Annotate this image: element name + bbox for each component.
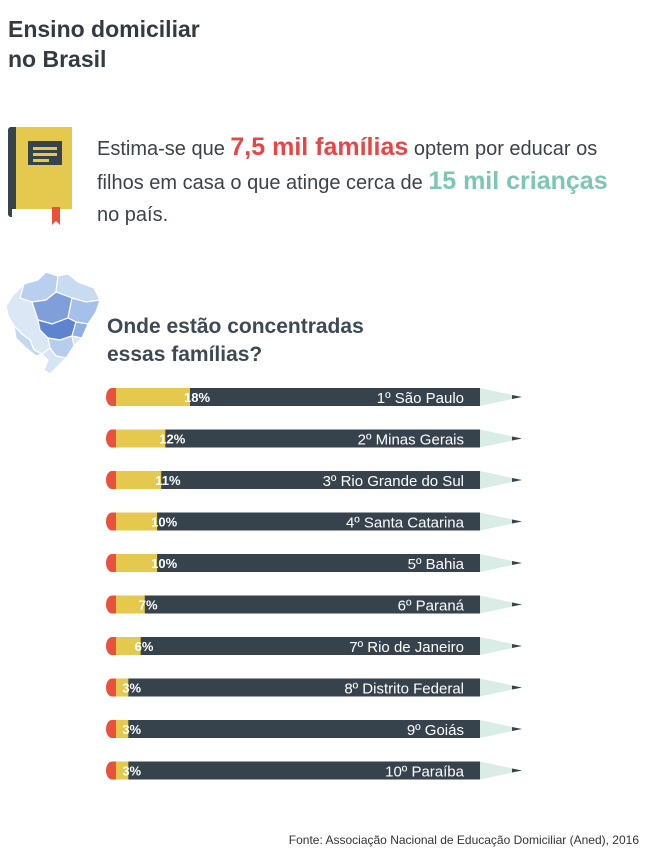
bar-value-fill — [116, 554, 158, 572]
category-label: 5º Bahia — [408, 556, 465, 573]
value-label: 18% — [184, 390, 210, 405]
pencil-eraser — [106, 678, 116, 697]
pencil-point — [512, 685, 522, 690]
pencil-eraser — [106, 637, 116, 655]
pencil-body — [116, 429, 480, 448]
pencil-body — [116, 637, 480, 655]
value-label: 3% — [122, 722, 141, 737]
pencil-tip — [480, 761, 522, 780]
value-label: 11% — [155, 473, 181, 488]
pencil-body — [116, 761, 480, 780]
category-label: 3º Rio Grande do Sul — [323, 473, 464, 490]
children-highlight: 15 mil crianças — [428, 167, 608, 195]
pencil-point — [512, 395, 522, 399]
pencil-eraser — [106, 429, 116, 448]
pencil-body — [116, 471, 480, 489]
intro-part-2: optem por educar os filhos em casa o que… — [97, 138, 598, 194]
bar-value-fill — [116, 761, 129, 780]
pencil-body — [116, 388, 480, 406]
bar-value-fill — [116, 720, 129, 738]
brazil-map-icon — [5, 271, 101, 375]
value-label: 10% — [151, 556, 177, 571]
intro-part-1: Estima-se que — [97, 138, 231, 160]
category-label: 2º Minas Gerais — [358, 432, 464, 449]
pencil-tip — [480, 429, 522, 448]
pencil-body — [116, 554, 480, 572]
pencil-tip — [480, 637, 522, 655]
pencil-tip — [480, 595, 522, 614]
chart-title: Onde estão concentradas essas famílias? — [107, 313, 364, 369]
value-label: 6% — [135, 639, 154, 654]
pencil-tip — [480, 678, 522, 697]
pencil-eraser — [106, 720, 116, 738]
value-label: 10% — [151, 515, 177, 530]
pencil-point — [512, 644, 522, 648]
pencil-point — [512, 478, 522, 482]
intro-text: Estima-se que 7,5 mil famílias optem por… — [97, 131, 617, 231]
category-label: 8º Distrito Federal — [344, 681, 464, 698]
pencil-point — [512, 602, 522, 607]
category-label: 7º Rio de Janeiro — [349, 639, 464, 656]
value-label: 3% — [122, 764, 141, 779]
bar-value-fill — [116, 512, 158, 531]
pencil-point — [512, 519, 522, 524]
bar-value-fill — [116, 678, 129, 697]
value-label: 7% — [139, 598, 158, 613]
pencil-body — [116, 512, 480, 531]
pencil-point — [512, 768, 522, 773]
pencil-eraser — [106, 471, 116, 489]
category-label: 9º Goiás — [407, 722, 464, 739]
value-label: 3% — [122, 681, 141, 696]
bar-value-fill — [116, 388, 190, 406]
pencil-eraser — [106, 595, 116, 614]
bar-value-fill — [116, 471, 162, 489]
pencil-eraser — [106, 512, 116, 531]
chart-title-line-2: essas famílias? — [107, 343, 263, 366]
chart-title-line-1: Onde estão concentradas — [107, 315, 364, 338]
intro-part-3: no país. — [97, 204, 169, 226]
bar-value-fill — [116, 429, 166, 448]
pencil-eraser — [106, 761, 116, 780]
bar-value-fill — [116, 595, 145, 614]
category-label: 4º Santa Catarina — [346, 515, 465, 532]
book-icon — [8, 127, 72, 225]
title-line-1: Ensino domiciliar — [8, 16, 200, 42]
pencil-point — [512, 561, 522, 565]
title-line-2: no Brasil — [8, 46, 107, 72]
page-title: Ensino domiciliar no Brasil — [8, 14, 200, 74]
bar-value-fill — [116, 637, 141, 655]
source-note: Fonte: Associação Nacional de Educação D… — [288, 833, 639, 847]
families-highlight: 7,5 mil famílias — [230, 133, 409, 161]
category-label: 10º Paraíba — [385, 764, 465, 781]
pencil-tip — [480, 512, 522, 531]
pencil-point — [512, 436, 522, 441]
category-label: 6º Paraná — [398, 598, 465, 615]
value-label: 12% — [159, 432, 185, 447]
pencil-tip — [480, 471, 522, 489]
pencil-body — [116, 720, 480, 738]
pencil-tip — [480, 388, 522, 406]
pencil-body — [116, 678, 480, 697]
pencil-point — [512, 727, 522, 731]
pencil-body — [116, 595, 480, 614]
pencil-tip — [480, 720, 522, 738]
category-label: 1º São Paulo — [377, 390, 464, 407]
pencil-eraser — [106, 388, 116, 406]
pencil-tip — [480, 554, 522, 572]
pencil-eraser — [106, 554, 116, 572]
